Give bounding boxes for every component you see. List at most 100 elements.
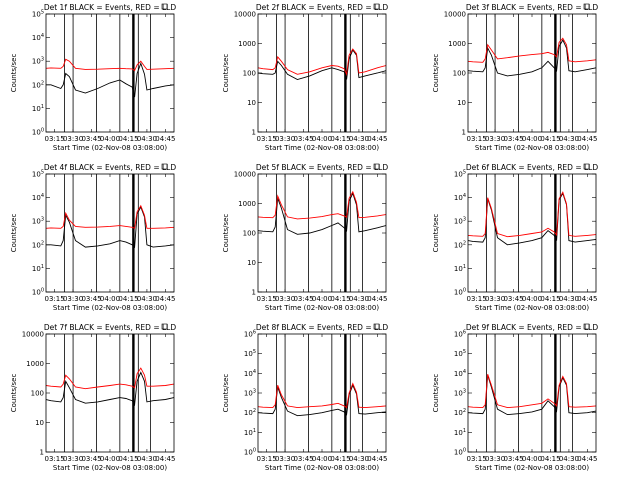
y-tick-label: 1000	[448, 40, 466, 48]
y-tick-label: 101	[244, 428, 256, 437]
y-tick-label: 100	[454, 288, 466, 297]
x-tick-label: 04:30	[559, 455, 579, 463]
x-axis-label: Start Time (02-Nov-08 03:08:00)	[53, 304, 167, 312]
y-tick-label: 100	[243, 70, 256, 78]
y-tick-label: 105	[32, 10, 44, 19]
x-tick-label: 03:45	[293, 295, 313, 303]
legend-box-icon	[161, 163, 168, 170]
y-tick-label: 101	[32, 104, 44, 113]
y-tick-label: 103	[244, 389, 256, 398]
panel-title: Det 3f BLACK = Events, RED = LLD	[466, 3, 599, 12]
y-axis-label: Counts/sec	[432, 54, 440, 93]
lld-series-line	[258, 48, 386, 76]
x-tick-label: 04:00	[100, 455, 120, 463]
x-tick-label: 04:45	[155, 295, 175, 303]
y-tick-label: 10000	[234, 11, 256, 19]
x-axis-label: Start Time (02-Nov-08 03:08:00)	[265, 304, 379, 312]
x-tick-label: 03:15	[467, 295, 487, 303]
events-series-line	[258, 49, 386, 80]
y-tick-label: 100	[31, 390, 44, 398]
x-tick-label: 04:00	[312, 135, 332, 143]
x-tick-label: 04:30	[137, 295, 157, 303]
y-tick-label: 1000	[238, 40, 256, 48]
x-tick-label: 04:45	[367, 455, 387, 463]
x-axis-label: Start Time (02-Nov-08 03:08:00)	[53, 144, 167, 152]
x-tick-label: 03:45	[293, 455, 313, 463]
chart-panel-det-6: Det 6f BLACK = Events, RED = LLD03:1503:…	[432, 163, 598, 312]
panel-title: Det 2f BLACK = Events, RED = LLD	[256, 3, 389, 12]
lld-series-line	[258, 190, 386, 220]
y-tick-label: 106	[454, 330, 466, 339]
legend-box-icon	[373, 323, 380, 330]
y-axis-label: Counts/sec	[10, 214, 18, 253]
x-tick-label: 03:30	[275, 135, 295, 143]
y-tick-label: 103	[32, 57, 44, 66]
y-tick-label: 101	[454, 428, 466, 437]
plot-frame	[467, 333, 597, 453]
y-tick-label: 100	[32, 288, 44, 297]
chart-panel-det-7: Det 7f BLACK = Events, RED = LLD03:1503:…	[10, 323, 176, 472]
plot-frame	[467, 13, 597, 133]
y-tick-label: 1	[252, 129, 256, 137]
x-tick-label: 03:45	[81, 295, 101, 303]
x-tick-label: 04:00	[100, 135, 120, 143]
x-tick-label: 03:30	[485, 455, 505, 463]
x-tick-label: 04:15	[540, 295, 560, 303]
events-series-line	[258, 192, 386, 235]
y-tick-label: 102	[32, 240, 44, 249]
x-tick-label: 03:45	[81, 135, 101, 143]
x-axis-label: Start Time (02-Nov-08 03:08:00)	[265, 464, 379, 472]
y-tick-label: 10	[247, 259, 256, 267]
x-tick-label: 04:15	[540, 455, 560, 463]
x-tick-label: 04:30	[349, 455, 369, 463]
events-series-line	[46, 371, 174, 407]
y-tick-label: 104	[454, 193, 466, 202]
x-tick-label: 04:00	[522, 295, 542, 303]
y-axis-label: Counts/sec	[222, 54, 230, 93]
events-series-line	[46, 205, 174, 249]
x-axis-label: Start Time (02-Nov-08 03:08:00)	[475, 304, 589, 312]
x-tick-label: 04:45	[367, 135, 387, 143]
lld-series-line	[46, 58, 174, 72]
x-tick-label: 04:00	[100, 295, 120, 303]
y-tick-label: 104	[32, 193, 44, 202]
x-tick-label: 03:30	[63, 295, 83, 303]
y-tick-label: 10000	[22, 331, 44, 339]
panel-title: Det 9f BLACK = Events, RED = LLD	[466, 323, 599, 332]
x-tick-label: 03:15	[257, 135, 277, 143]
x-tick-label: 04:45	[155, 135, 175, 143]
plot-frame	[45, 333, 175, 453]
legend-box-icon	[583, 163, 590, 170]
y-tick-label: 102	[32, 80, 44, 89]
x-tick-label: 04:15	[330, 455, 350, 463]
x-tick-label: 04:00	[522, 455, 542, 463]
lld-series-line	[468, 374, 596, 409]
panel-title: Det 7f BLACK = Events, RED = LLD	[44, 323, 177, 332]
x-tick-label: 03:45	[81, 455, 101, 463]
panel-title: Det 5f BLACK = Events, RED = LLD	[256, 163, 389, 172]
events-series-line	[468, 39, 596, 77]
x-tick-label: 04:30	[137, 455, 157, 463]
x-tick-label: 04:30	[349, 295, 369, 303]
x-tick-label: 03:30	[63, 455, 83, 463]
y-tick-label: 10000	[234, 171, 256, 179]
x-tick-label: 04:15	[540, 135, 560, 143]
panel-title: Det 6f BLACK = Events, RED = LLD	[466, 163, 599, 172]
plot-frame	[257, 13, 387, 133]
plot-frame	[45, 173, 175, 293]
y-axis-label: Counts/sec	[222, 374, 230, 413]
x-tick-label: 03:15	[467, 455, 487, 463]
x-tick-label: 04:45	[577, 295, 597, 303]
chart-panel-det-8: Det 8f BLACK = Events, RED = LLD03:1503:…	[222, 323, 388, 472]
chart-panel-det-2: Det 2f BLACK = Events, RED = LLD 03:1503:…	[222, 3, 388, 152]
y-tick-label: 102	[244, 408, 256, 417]
x-tick-label: 04:30	[137, 135, 157, 143]
x-tick-label: 04:00	[522, 135, 542, 143]
y-tick-label: 10000	[444, 11, 466, 19]
y-tick-label: 101	[32, 264, 44, 273]
x-tick-label: 04:00	[312, 455, 332, 463]
x-tick-label: 03:30	[485, 135, 505, 143]
x-tick-label: 04:45	[155, 455, 175, 463]
y-axis-label: Counts/sec	[10, 54, 18, 93]
x-tick-label: 03:15	[45, 455, 65, 463]
